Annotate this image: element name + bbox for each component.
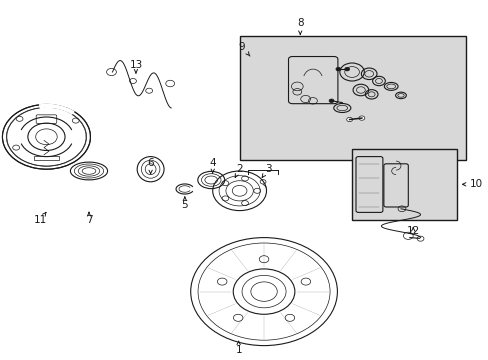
Text: 13: 13 [129, 60, 142, 73]
Text: 5: 5 [181, 197, 188, 210]
Circle shape [346, 117, 352, 122]
Circle shape [358, 116, 364, 120]
Bar [351, 149, 456, 220]
Text: 4: 4 [209, 158, 216, 173]
Circle shape [344, 67, 349, 71]
Text: 6: 6 [147, 158, 154, 174]
Text: 1: 1 [235, 341, 242, 355]
Circle shape [328, 99, 333, 103]
Text: 8: 8 [296, 18, 303, 28]
Text: 7: 7 [85, 212, 92, 225]
Bar [239, 36, 465, 160]
Text: 3: 3 [262, 164, 271, 177]
Text: 11: 11 [33, 212, 47, 225]
Text: 10: 10 [462, 179, 482, 189]
Circle shape [335, 67, 340, 71]
Text: 2: 2 [235, 164, 243, 177]
Text: 12: 12 [406, 226, 419, 236]
Text: 9: 9 [238, 42, 249, 56]
